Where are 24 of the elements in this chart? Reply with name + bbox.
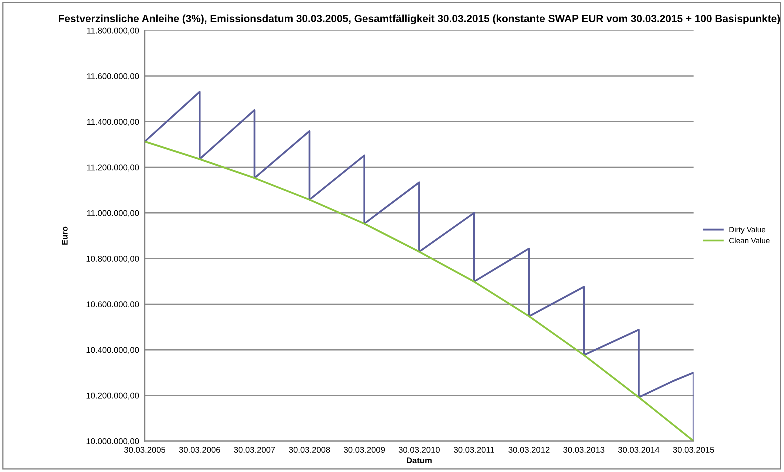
x-tick-label: 30.03.2010 xyxy=(398,447,440,453)
x-tick-label: 30.03.2011 xyxy=(454,447,494,453)
y-axis-title: Euro xyxy=(62,226,68,245)
y-tick-label: 11.800.000,00 xyxy=(87,28,140,35)
x-tick-label: 30.03.2005 xyxy=(124,447,166,453)
y-tick-label: 11.200.000,00 xyxy=(87,164,140,172)
y-tick-label: 11.600.000,00 xyxy=(87,74,140,80)
x-tick-label: 30.03.2007 xyxy=(234,447,276,453)
y-tick-label: 10.200.000,00 xyxy=(86,392,140,400)
y-tick-label: 10.600.000,00 xyxy=(86,302,140,309)
x-tick-label: 30.03.2015 xyxy=(673,447,714,453)
x-tick-label: 30.03.2008 xyxy=(289,447,330,453)
y-tick-label: 10.400.000,00 xyxy=(86,347,140,354)
x-tick-label: 30.03.2014 xyxy=(618,447,660,453)
y-tick-label: 11.000.000,00 xyxy=(87,210,140,218)
y-tick-label: 10.000.000,00 xyxy=(86,438,140,446)
x-tick-label: 30.03.2009 xyxy=(344,447,386,453)
x-tick-label: 30.03.2013 xyxy=(564,447,605,453)
x-tick-label: 30.03.2012 xyxy=(508,447,550,453)
x-tick-label: 30.03.2006 xyxy=(179,447,220,453)
chart-title: Festverzinsliche Anleihe (3%), Emissionsdatum 30.03.2005, Gesamtfälligkeit 30.03.2015 (konstante SWAP EUR vom 30.03.2015 + 100 Basispunkte) xyxy=(59,14,780,25)
x-axis-title: Datum xyxy=(407,458,432,464)
y-tick-label: 10.800.000,00 xyxy=(86,256,140,263)
y-tick-label: 11.400.000,00 xyxy=(87,119,140,126)
